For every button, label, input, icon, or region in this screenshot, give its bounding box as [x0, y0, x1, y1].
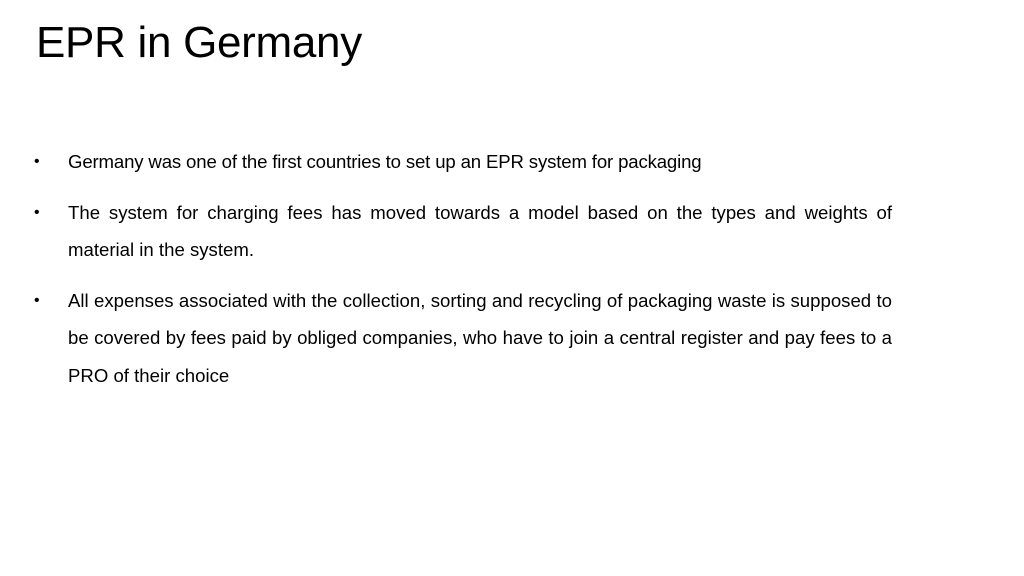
bullet-text: All expenses associated with the collect… [68, 289, 892, 386]
bullet-marker-icon: • [34, 291, 40, 309]
bullet-marker-icon: • [34, 203, 40, 221]
bullet-text: The system for charging fees has moved t… [68, 201, 892, 261]
bullet-item-3: • All expenses associated with the colle… [30, 282, 892, 395]
bullet-marker-icon: • [34, 153, 40, 170]
bullet-list: • Germany was one of the first countries… [30, 143, 892, 407]
bullet-item-2: • The system for charging fees has moved… [30, 194, 892, 269]
bullet-item-1: • Germany was one of the first countries… [30, 143, 892, 181]
slide-title: EPR in Germany [36, 18, 362, 67]
bullet-text: Germany was one of the first countries t… [68, 151, 702, 172]
